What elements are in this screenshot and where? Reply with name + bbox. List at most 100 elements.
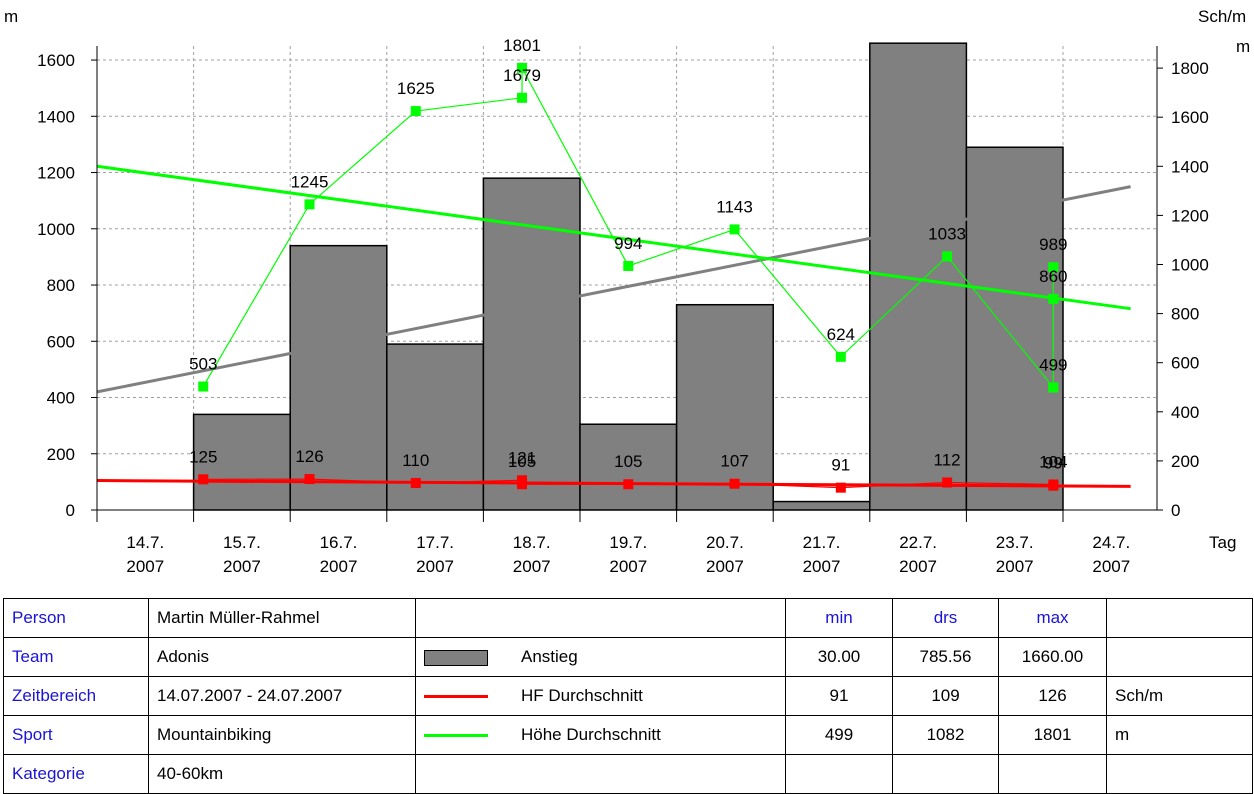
stat-min: 91 <box>785 676 893 716</box>
y-tick-label-right: 800 <box>1171 305 1199 324</box>
x-tick-label: 24.7. <box>1092 533 1130 552</box>
data-label: 1245 <box>291 172 329 191</box>
y-tick-label-right: 1600 <box>1171 108 1209 127</box>
bar <box>482 177 581 511</box>
trend-line <box>96 164 1131 311</box>
x-tick-label: 2007 <box>513 557 551 576</box>
info-value: Mountainbiking <box>148 715 416 755</box>
bar-series-anstieg <box>192 42 1064 511</box>
data-label: 1625 <box>397 79 435 98</box>
info-value: Martin Müller-Rahmel <box>148 598 416 638</box>
point-marker <box>198 381 209 392</box>
point-marker <box>1048 480 1059 491</box>
legend-label: Anstieg <box>521 647 578 666</box>
stat-max: 1801 <box>998 715 1107 755</box>
y-tick-label-left: 800 <box>47 276 75 295</box>
info-key: Kategorie <box>3 754 149 794</box>
legend-item-hf: HF Durchschnitt <box>415 676 786 716</box>
data-label: 121 <box>508 448 536 467</box>
chart: 0 200 400 600 800 1000 1200 1400 1600 0 200 400 600 8… <box>4 7 1250 576</box>
point-marker <box>729 478 740 489</box>
y-tick-label-left: 1600 <box>37 51 75 70</box>
info-key: Zeitbereich <box>3 676 149 716</box>
legend-item-anstieg: Anstieg <box>415 637 786 677</box>
x-tick-label: 15.7. <box>223 533 261 552</box>
legend-item-hoehe: Höhe Durchschnitt <box>415 715 786 755</box>
stat-unit <box>1106 637 1253 677</box>
bar <box>772 500 871 511</box>
bar <box>869 42 968 511</box>
legend-label: HF Durchschnitt <box>521 686 643 705</box>
point-marker <box>304 199 315 210</box>
stat-avg: 1082 <box>892 715 999 755</box>
data-label: 126 <box>295 447 323 466</box>
point-marker <box>304 474 315 485</box>
x-tick-label: 2007 <box>126 557 164 576</box>
info-key: Sport <box>3 715 149 755</box>
y-tick-label-left: 600 <box>47 332 75 351</box>
info-table: Person Martin Müller-Rahmel min drs max … <box>3 598 1253 794</box>
trend-lines <box>96 164 1131 488</box>
stat-header-max: max <box>998 598 1107 638</box>
tick-labels: 0 200 400 600 800 1000 1200 1400 1600 0 200 400 600 8… <box>37 51 1209 576</box>
point-marker <box>835 482 846 493</box>
legend-cell-empty <box>415 598 786 638</box>
point-marker <box>1048 262 1059 273</box>
point-marker <box>942 477 953 488</box>
data-label: 91 <box>831 456 850 475</box>
stat-empty <box>998 754 1107 794</box>
trend-line <box>96 479 1131 488</box>
x-tick-label: 18.7. <box>513 533 551 552</box>
bar <box>289 244 388 511</box>
data-label: 624 <box>827 325 855 344</box>
x-tick-label: 2007 <box>416 557 454 576</box>
y-tick-label-left: 0 <box>66 501 75 520</box>
data-label: 105 <box>508 452 536 471</box>
trend-line-anstieg <box>96 185 1131 394</box>
unit-cell <box>1106 754 1253 794</box>
y-tick-label-right: 200 <box>1171 452 1199 471</box>
y-tick-label-left: 1200 <box>37 164 75 183</box>
data-label: 1801 <box>503 36 541 55</box>
point-marker <box>410 477 421 488</box>
data-label: 99 <box>1044 454 1063 473</box>
green-line-swatch-icon <box>424 734 488 738</box>
point-marker <box>1048 382 1059 393</box>
y-tick-label-right: 1400 <box>1171 157 1209 176</box>
data-label: 1143 <box>716 197 753 216</box>
red-line-swatch-icon <box>424 695 488 699</box>
info-value: 40-60km <box>148 754 416 794</box>
legend-label: Höhe Durchschnitt <box>521 725 661 744</box>
x-tick-label: 2007 <box>899 557 937 576</box>
stat-min: 499 <box>785 715 893 755</box>
line-series <box>198 62 1059 493</box>
stat-min: 30.00 <box>785 637 893 677</box>
data-label: 110 <box>402 451 429 470</box>
data-label: 105 <box>614 452 642 471</box>
data-label: 104 <box>1039 452 1067 471</box>
y-tick-label-left: 400 <box>47 389 75 408</box>
y-tick-label-right: 600 <box>1171 354 1199 373</box>
data-label: 107 <box>720 452 748 471</box>
data-label: 1679 <box>503 66 541 85</box>
x-tick-label: 16.7. <box>320 533 358 552</box>
point-marker <box>942 251 953 262</box>
data-label: 860 <box>1039 267 1067 286</box>
point-marker <box>835 351 846 362</box>
y-axis-left-label: m <box>4 7 18 26</box>
point-marker <box>623 479 634 490</box>
info-value: 14.07.2007 - 24.07.2007 <box>148 676 416 716</box>
bar <box>675 303 774 511</box>
info-key: Team <box>3 637 149 677</box>
y-tick-label-right: 1200 <box>1171 206 1209 225</box>
point-marker <box>517 62 528 73</box>
x-tick-label: 17.7. <box>416 533 454 552</box>
y-tick-label-right: 400 <box>1171 403 1199 422</box>
x-axis-label: Tag <box>1209 533 1236 552</box>
y-tick-label-left: 1000 <box>37 220 75 239</box>
x-tick-label: 14.7. <box>126 533 164 552</box>
point-marker <box>517 479 528 490</box>
table-row: Zeitbereich 14.07.2007 - 24.07.2007 HF D… <box>3 676 1253 716</box>
x-tick-label: 2007 <box>706 557 744 576</box>
table-row: Person Martin Müller-Rahmel min drs max <box>3 598 1253 638</box>
